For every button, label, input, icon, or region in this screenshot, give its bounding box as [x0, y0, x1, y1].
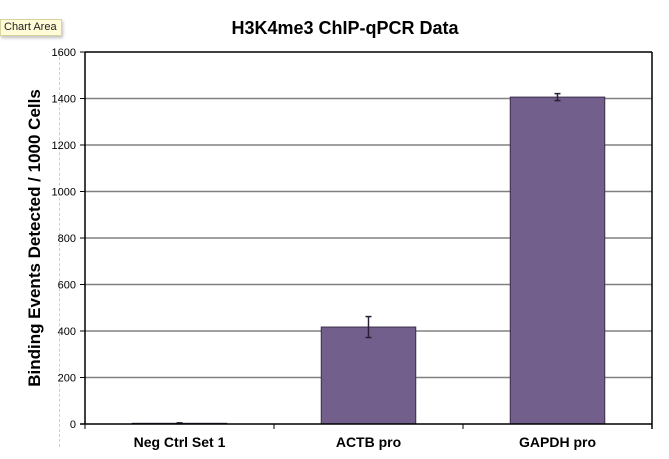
- y-tick-label: 1200: [52, 140, 76, 152]
- y-axis-label: Binding Events Detected / 1000 Cells: [25, 89, 44, 387]
- chart-area-tooltip: Chart Area: [0, 19, 62, 36]
- y-axis-ticks: 0 200 400 600 800 1000 1200 1400 1600: [52, 47, 85, 431]
- x-axis-labels: Neg Ctrl Set 1 ACTB pro GAPDH pro: [134, 424, 596, 450]
- chart-title: H3K4me3 ChIP-qPCR Data: [231, 18, 459, 38]
- y-tick-label: 200: [58, 373, 76, 385]
- y-tick-label: 0: [70, 419, 76, 431]
- chart-area-selection-border: [59, 52, 60, 447]
- y-tick-label: 600: [58, 280, 76, 292]
- y-tick-label: 800: [58, 233, 76, 245]
- x-tick-label: GAPDH pro: [519, 434, 596, 450]
- y-tick-label: 1000: [52, 187, 76, 199]
- x-tick-label: ACTB pro: [336, 434, 401, 450]
- y-tick-label: 1400: [52, 94, 76, 106]
- x-tick-label: Neg Ctrl Set 1: [134, 434, 226, 450]
- y-tick-label: 1600: [52, 47, 76, 59]
- bar: [320, 326, 417, 425]
- bars: [131, 92, 606, 425]
- y-tick-label: 400: [58, 326, 76, 338]
- axes: [80, 51, 653, 429]
- bar: [509, 96, 606, 425]
